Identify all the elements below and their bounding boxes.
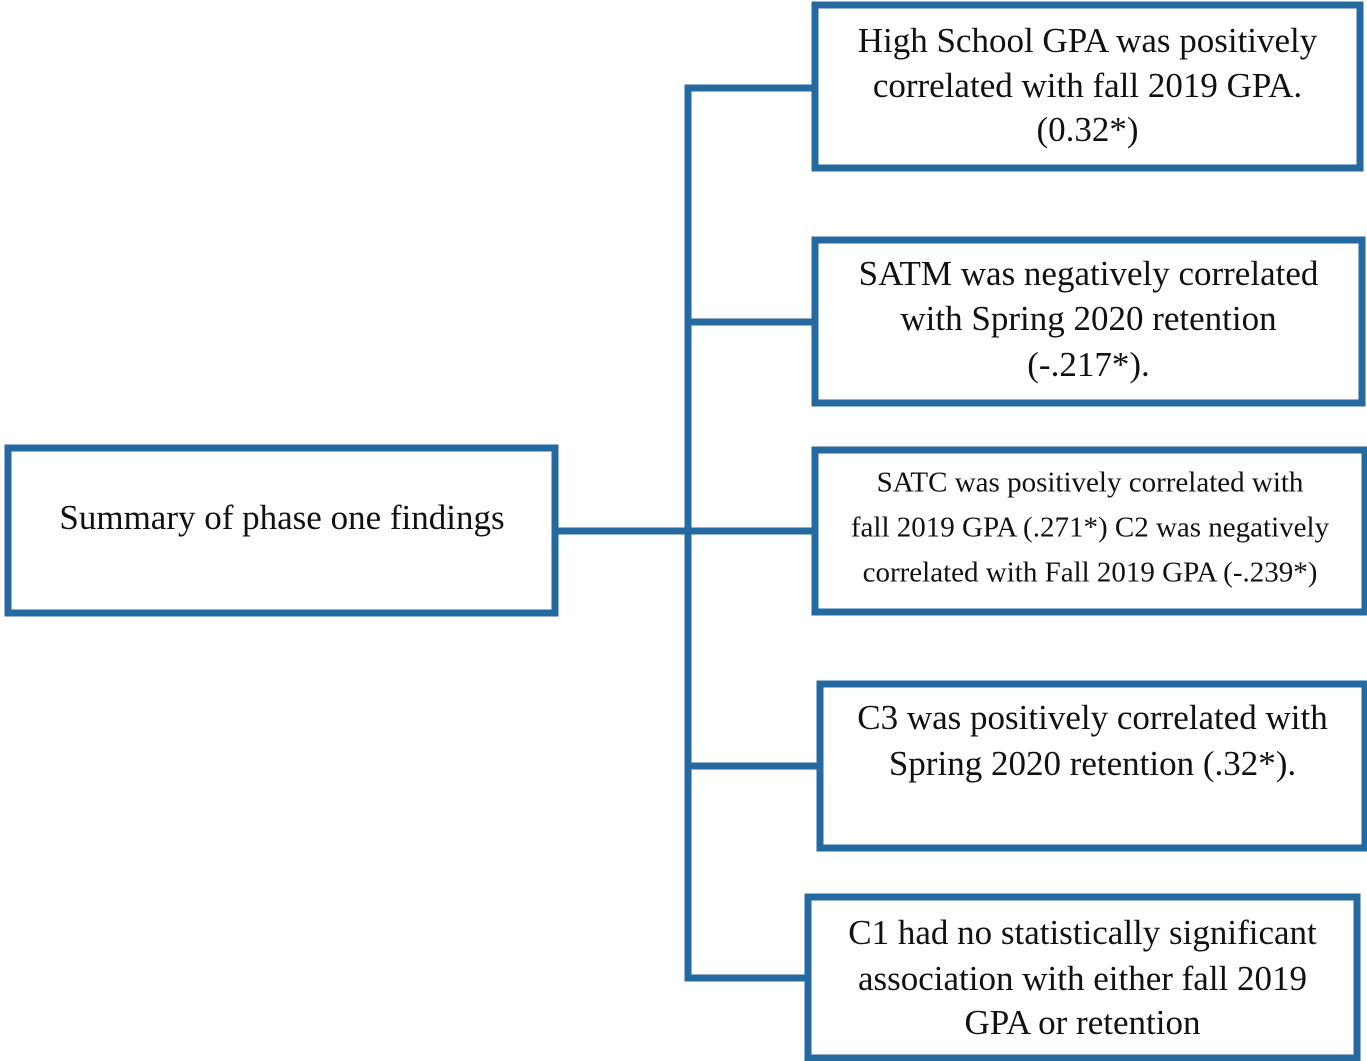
node-box xyxy=(811,236,1366,407)
node-box xyxy=(804,893,1361,1061)
node-text: C3 was positively correlated with xyxy=(857,698,1328,737)
node-text: (-.217*). xyxy=(1027,345,1149,384)
node-text: SATC was positively correlated with xyxy=(877,467,1304,499)
node-text: correlated with Fall 2019 GPA (-.239*) xyxy=(863,557,1318,589)
node-box xyxy=(811,1,1364,172)
root-box xyxy=(4,444,559,617)
node-text: correlated with fall 2019 GPA. xyxy=(873,66,1302,105)
node-text: GPA or retention xyxy=(965,1003,1201,1042)
node-text: Spring 2020 retention (.32*). xyxy=(889,744,1296,783)
root-label: Summary of phase one findings xyxy=(59,498,504,537)
node-text: SATM was negatively correlated xyxy=(859,254,1319,293)
node-text: with Spring 2020 retention xyxy=(900,299,1276,338)
node-text: High School GPA was positively xyxy=(858,21,1318,60)
node-text: (0.32*) xyxy=(1036,110,1138,149)
node-text: C1 had no statistically significant xyxy=(848,913,1317,952)
node-box xyxy=(816,680,1367,852)
node-text: association with either fall 2019 xyxy=(858,959,1307,998)
node-text: fall 2019 GPA (.271*) C2 was negatively xyxy=(851,512,1330,544)
node-box xyxy=(811,446,1367,616)
